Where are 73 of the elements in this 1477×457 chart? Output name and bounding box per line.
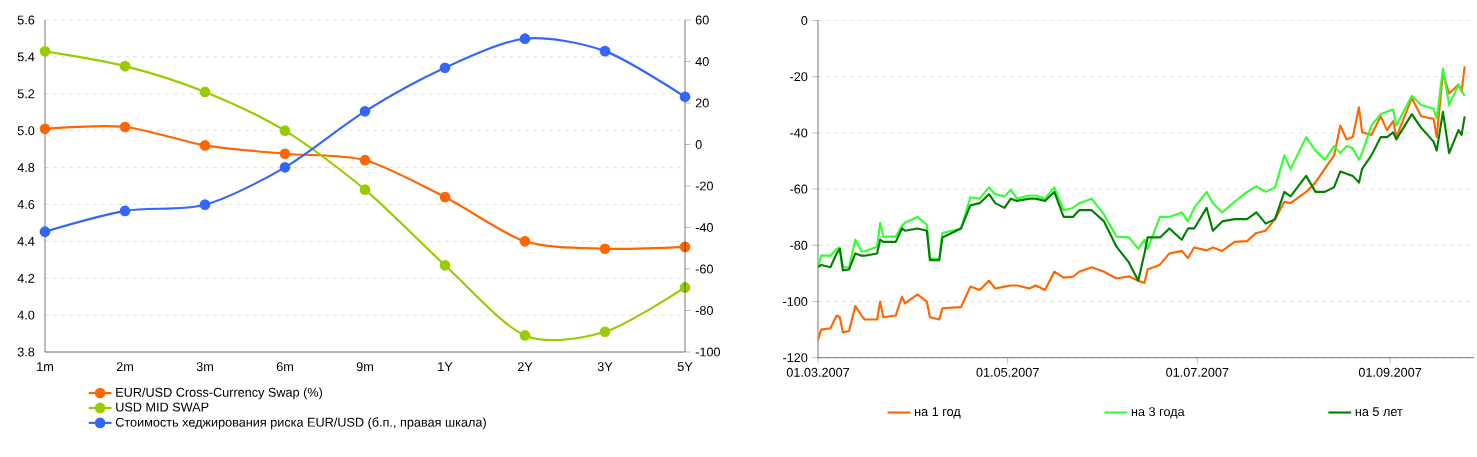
legend-label: USD MID SWAP [116, 402, 209, 412]
y-tick-label: 5.0 [17, 126, 35, 136]
point [359, 105, 371, 117]
x-tick-label: 9m [356, 362, 373, 372]
x-tick-label: 6m [276, 362, 293, 372]
x-tick-label: 2Y [517, 362, 533, 372]
point [519, 330, 531, 341]
y-tick-label: 4.8 [17, 163, 35, 173]
y-tick-label: 5.2 [17, 89, 35, 99]
point [599, 45, 611, 57]
point [279, 125, 291, 136]
point [439, 259, 451, 271]
y-tick-label: 0 [801, 16, 808, 25]
point [199, 86, 211, 98]
point [679, 91, 691, 103]
line-series [818, 110, 1466, 282]
y-tick-label: 3.8 [17, 347, 35, 357]
point [519, 236, 531, 247]
x-tick-label: 01.09.2007 [1358, 367, 1422, 377]
point [119, 121, 131, 133]
y-tick-label: -80 [790, 240, 808, 250]
x-tick-label: 01.03.2007 [786, 367, 850, 377]
legend-label: на 3 года [1131, 407, 1185, 419]
line-series [818, 67, 1466, 269]
y-tick-label: -60 [790, 184, 808, 194]
y2-tick-label: 20 [695, 98, 709, 108]
point [119, 205, 131, 217]
y2-tick-label: -80 [695, 306, 713, 315]
x-tick-label: 01.07.2007 [1166, 367, 1229, 377]
x-tick-label: 1Y [438, 362, 453, 371]
y2-tick-label: -40 [695, 223, 713, 232]
y2-tick-label: 40 [695, 57, 709, 66]
y2-tick-label: -100 [695, 347, 721, 357]
y-tick-label: 5.4 [17, 52, 35, 62]
point [359, 184, 371, 196]
point [39, 46, 51, 57]
x-tick-label: 1m [37, 362, 53, 371]
y-tick-label: 4.2 [17, 273, 35, 283]
point [39, 226, 51, 237]
x-tick-label: 5Y [677, 362, 693, 372]
x-tick-label: 01.05.2007 [976, 367, 1039, 377]
point [39, 123, 51, 135]
point [439, 62, 451, 74]
y-tick-label: -40 [790, 128, 808, 138]
y-tick-label: 5.6 [17, 15, 35, 25]
line-series [818, 65, 1466, 342]
point [519, 33, 531, 45]
y-tick-label: -100 [783, 297, 808, 306]
point [599, 326, 611, 338]
y2-tick-label: -20 [695, 181, 713, 191]
point [199, 140, 211, 151]
x-tick-label: 3m [196, 362, 213, 372]
point [439, 191, 451, 203]
y-tick-label: -120 [783, 353, 808, 363]
y2-tick-label: 0 [695, 140, 702, 149]
point [279, 161, 291, 173]
point [119, 60, 131, 72]
x-tick-label: 3Y [597, 362, 613, 372]
legend-label: на 1 год [915, 407, 961, 419]
y-tick-label: 4.0 [17, 310, 35, 320]
y-tick-label: -20 [790, 72, 808, 82]
x-tick-label: 2m [116, 362, 133, 372]
legend-label: Стоимость хеджирования риска EUR/USD (б.п., правая шкала) [115, 417, 486, 430]
y2-tick-label: 60 [695, 15, 709, 25]
y-tick-label: 4.4 [17, 236, 35, 246]
legend-label: на 5 лет [1355, 407, 1403, 417]
point [279, 148, 291, 160]
y2-tick-label: -60 [695, 264, 713, 274]
point [599, 243, 611, 255]
point [359, 154, 371, 166]
point [199, 199, 211, 211]
legend-label: EUR/USD Cross-Currency Swap (%) [116, 387, 323, 400]
y-tick-label: 4.6 [17, 199, 35, 209]
